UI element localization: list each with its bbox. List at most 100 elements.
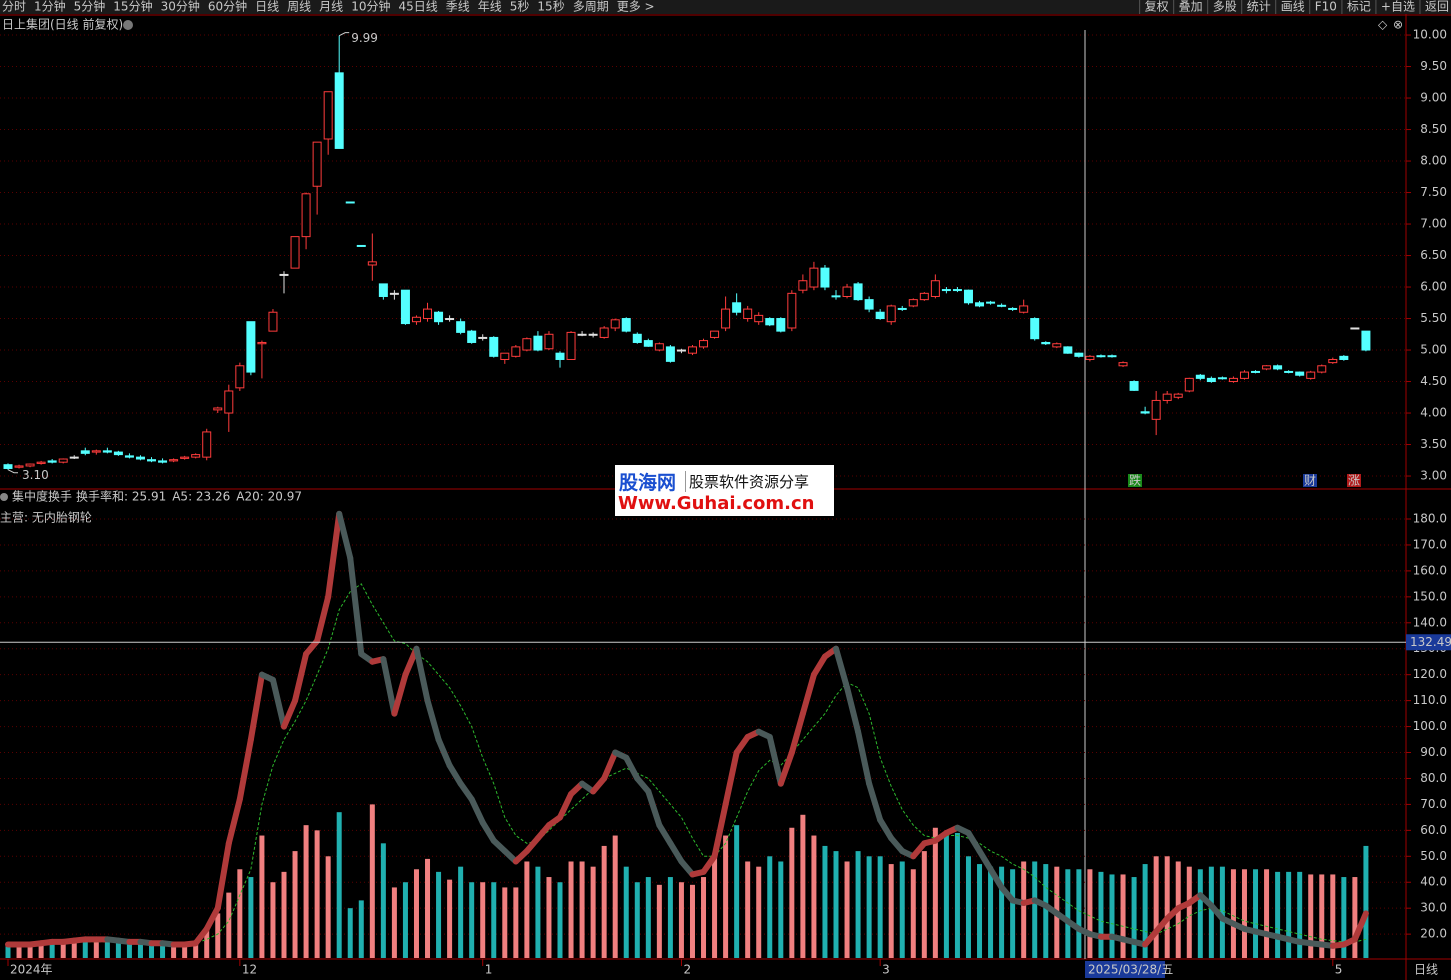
toolbar-tab[interactable]: 30分钟 [161, 0, 200, 14]
a5-segment [623, 754, 641, 782]
y-tick-label: 7.00 [1420, 217, 1447, 231]
a5-segment [457, 780, 475, 803]
turnover-bar [954, 832, 960, 958]
y-tick-label: 6.00 [1420, 280, 1447, 294]
a5-segment [236, 736, 254, 803]
turnover-bar [1142, 864, 1148, 958]
title-icon[interactable] [123, 20, 133, 30]
pane-control[interactable]: ⊗ [1393, 18, 1403, 32]
turnover-bar [369, 804, 375, 958]
toolbar-tool[interactable]: 返回 [1425, 0, 1449, 14]
turnover-bar [204, 928, 210, 958]
toolbar-tab[interactable]: 分时 [2, 0, 26, 14]
toolbar-tab[interactable]: 5分钟 [74, 0, 106, 14]
toolbar-tab[interactable]: 多周期 [573, 0, 609, 14]
pane-control[interactable]: ◇ [1378, 18, 1388, 32]
toolbar-tab[interactable]: 1分钟 [34, 0, 66, 14]
toolbar-tab[interactable]: 5秒 [510, 0, 530, 14]
toolbar-tool[interactable]: 复权 [1145, 0, 1169, 14]
turnover-bar [126, 941, 132, 958]
toolbar-tab[interactable]: 10分钟 [351, 0, 390, 14]
indicator-icon[interactable] [0, 493, 8, 501]
toolbar-tool[interactable]: 标记 [1347, 0, 1371, 14]
candle-body [875, 311, 885, 320]
turnover-bar [358, 900, 364, 958]
a5-segment [833, 645, 851, 691]
toolbar-tool[interactable]: 统计 [1247, 0, 1271, 14]
y-tick-label: 3.50 [1420, 437, 1447, 451]
candle-body [456, 321, 466, 333]
turnover-bar [402, 882, 408, 958]
turnover-bar [745, 861, 751, 958]
candle-body [301, 193, 311, 238]
candle-body [599, 327, 609, 338]
a5-segment [877, 816, 895, 842]
candle-body [997, 304, 1007, 307]
event-label[interactable]: 涨 [1348, 473, 1360, 488]
candle-body [323, 91, 333, 140]
a5-segment [733, 733, 751, 756]
candle-body [1173, 393, 1183, 398]
event-label[interactable]: 财 [1304, 474, 1316, 488]
toolbar-tab[interactable]: 日线 [255, 0, 279, 14]
event-badge [1347, 474, 1361, 487]
toolbar-tool[interactable]: 多股 [1213, 0, 1237, 14]
a5-segment [391, 671, 409, 717]
turnover-bar [303, 825, 309, 958]
toolbar-tab[interactable]: 月线 [319, 0, 343, 14]
candle-body [279, 273, 289, 276]
turnover-bar [5, 944, 11, 958]
candle-body [721, 308, 731, 329]
toolbar-tool[interactable]: 画线 [1281, 0, 1305, 14]
turnover-bar [1153, 856, 1159, 958]
a5-segment [281, 697, 299, 730]
toolbar-tab[interactable]: 45日线 [398, 0, 437, 14]
candle-body [411, 316, 421, 323]
candle-body [654, 343, 664, 351]
toolbar-tab[interactable]: 15秒 [537, 0, 564, 14]
candle-body [533, 335, 543, 351]
candle-body [1339, 355, 1349, 360]
toolbar-tab[interactable]: 周线 [287, 0, 311, 14]
turnover-bar [1109, 874, 1115, 958]
turnover-bar [767, 856, 773, 958]
toolbar-tab[interactable]: 季线 [446, 0, 470, 14]
turnover-bar [336, 812, 342, 958]
y-tick-label: 9.00 [1420, 91, 1447, 105]
a5-segment [468, 796, 486, 826]
candle-body [489, 336, 499, 357]
turnover-bar [259, 835, 265, 958]
candle-body [135, 456, 145, 460]
a5-segment [325, 510, 343, 600]
y-tick-label: 10.00 [1413, 28, 1447, 42]
x-tick-label: 1 [485, 963, 493, 977]
toolbar-tool[interactable]: +自选 [1381, 0, 1415, 14]
candle-body [268, 311, 278, 332]
turnover-bar [38, 941, 44, 958]
x-tick-label: 12 [242, 963, 257, 977]
turnover-bar [149, 941, 155, 958]
candle-body [1162, 393, 1172, 401]
turnover-bar [855, 851, 861, 958]
turnover-bar [921, 851, 927, 958]
turnover-bar [789, 827, 795, 958]
toolbar-tool[interactable]: F10 [1315, 0, 1337, 14]
toolbar-tool[interactable]: 叠加 [1179, 0, 1203, 14]
turnover-bar [491, 882, 497, 958]
toolbar-tab[interactable]: 60分钟 [208, 0, 247, 14]
event-label[interactable]: 跌 [1129, 473, 1141, 488]
toolbar-tab[interactable]: 15分钟 [113, 0, 152, 14]
toolbar-tab[interactable]: 年线 [478, 0, 502, 14]
a5-segment [601, 749, 619, 782]
candle-body [886, 305, 896, 323]
y-tick-label: 170.0 [1413, 537, 1447, 551]
watermark: 股海网 股票软件资源分享 Www.Guhai.com.cn [615, 465, 834, 516]
turnover-bar [1230, 869, 1236, 958]
turnover-bar [888, 864, 894, 958]
toolbar-tab[interactable]: 更多 > [617, 0, 655, 14]
candle-body [1350, 327, 1360, 330]
candle-body [1195, 374, 1205, 379]
a5-segment [424, 697, 442, 743]
